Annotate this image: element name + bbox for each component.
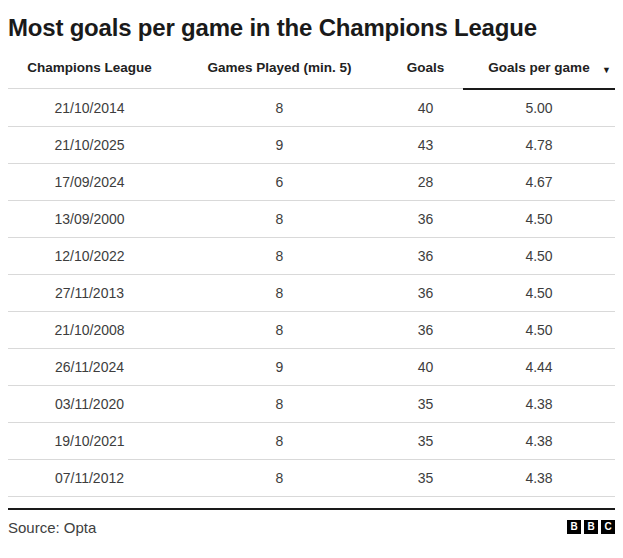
table-cell: 36 [388,237,463,274]
table-cell: 6 [171,163,388,200]
table-cell: 26/11/2024 [8,348,171,385]
table-cell: 4.78 [463,126,615,163]
table-cell: 07/11/2012 [8,459,171,496]
table-row: 17/09/20246284.67 [8,163,615,200]
table-cell: 4.38 [463,459,615,496]
column-header-goals[interactable]: Goals [388,60,463,89]
source-label: Source: Opta [8,519,96,536]
table-row: 19/10/20218354.38 [8,422,615,459]
table-cell: 8 [171,200,388,237]
table-cell: 21/10/2008 [8,311,171,348]
page-title: Most goals per game in the Champions Lea… [8,14,615,43]
table-row: 26/11/20249404.44 [8,348,615,385]
table-cell: 12/10/2022 [8,237,171,274]
table-cell: 17/09/2024 [8,163,171,200]
table-cell: 03/11/2020 [8,385,171,422]
table-cell: 27/11/2013 [8,274,171,311]
table-cell: 8 [171,237,388,274]
table-cell: 4.67 [463,163,615,200]
table-cell: 40 [388,89,463,127]
column-header-label: Goals [407,60,445,75]
table-row: 03/11/20208354.38 [8,385,615,422]
footer-divider [8,508,615,510]
table-header-row: Champions League Games Played (min. 5) Goa… [8,60,615,89]
table-cell: 5.00 [463,89,615,127]
table-cell: 4.50 [463,311,615,348]
table-row: 21/10/20259434.78 [8,126,615,163]
bbc-logo: B B C [567,520,615,534]
table-cell: 8 [171,311,388,348]
table-row: 07/11/20128354.38 [8,459,615,496]
bbc-logo-block: C [601,520,615,534]
table-row: 12/10/20228364.50 [8,237,615,274]
bbc-logo-block: B [584,520,598,534]
column-header-label: Games Played (min. 5) [207,60,351,75]
table-cell: 4.50 [463,274,615,311]
table-cell: 4.44 [463,348,615,385]
table-cell: 4.38 [463,385,615,422]
column-header-games-played-min-5[interactable]: Games Played (min. 5) [171,60,388,89]
table-cell: 35 [388,422,463,459]
table-cell: 8 [171,422,388,459]
table-row: 21/10/20088364.50 [8,311,615,348]
table-cell: 19/10/2021 [8,422,171,459]
table-cell: 13/09/2000 [8,200,171,237]
table-cell: 28 [388,163,463,200]
table-cell: 4.50 [463,200,615,237]
table-cell: 8 [171,89,388,127]
table-cell: 21/10/2014 [8,89,171,127]
table-cell: 35 [388,385,463,422]
column-header-goals-per-game[interactable]: Goals per game ▼ [463,60,615,89]
table-cell: 4.38 [463,422,615,459]
table-row: 13/09/20008364.50 [8,200,615,237]
table-cell: 8 [171,459,388,496]
column-header-label: Champions League [27,60,152,75]
table-cell: 4.50 [463,237,615,274]
column-header-label: Goals per game [488,60,589,75]
table-cell: 36 [388,311,463,348]
page: Most goals per game in the Champions Lea… [0,14,623,536]
footer: Source: Opta B B C [8,519,615,536]
table-cell: 21/10/2025 [8,126,171,163]
table-cell: 35 [388,459,463,496]
table-cell: 9 [171,348,388,385]
table-cell: 8 [171,385,388,422]
table-cell: 36 [388,274,463,311]
table-cell: 9 [171,126,388,163]
table-row: 27/11/20138364.50 [8,274,615,311]
table-cell: 8 [171,274,388,311]
table-cell: 36 [388,200,463,237]
table-cell: 43 [388,126,463,163]
champions-league-table: Champions League Games Played (min. 5) Goa… [8,60,615,497]
sort-descending-icon: ▼ [602,65,611,75]
column-header-champions-league[interactable]: Champions League [8,60,171,89]
table-row: 21/10/20148405.00 [8,89,615,127]
table-cell: 40 [388,348,463,385]
bbc-logo-block: B [567,520,581,534]
